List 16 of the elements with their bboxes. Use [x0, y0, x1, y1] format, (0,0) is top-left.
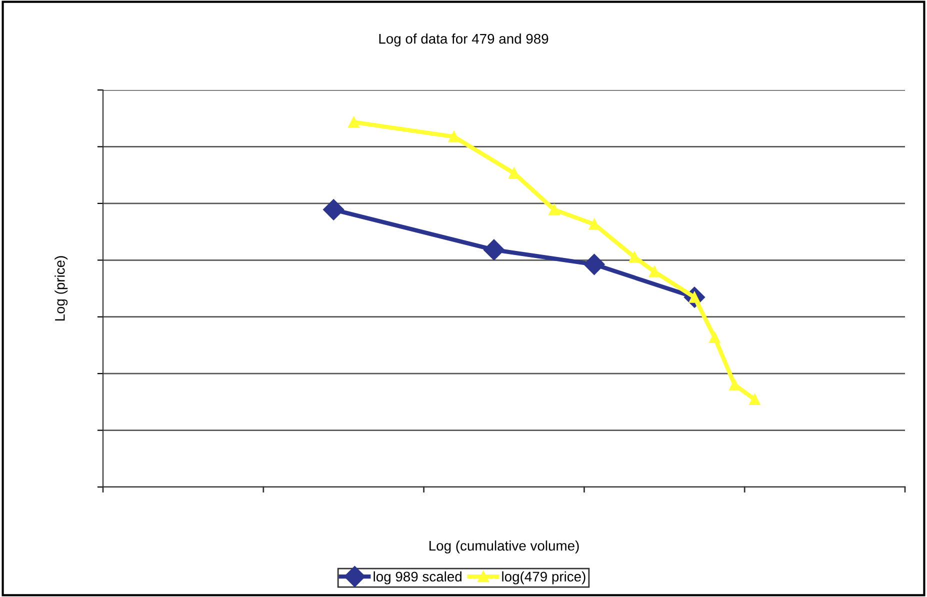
point — [584, 254, 605, 275]
legend-label: log 989 scaled — [374, 571, 462, 584]
legend-label: log(479 price) — [502, 571, 586, 584]
chart-title: Log of data for 479 and 989 — [379, 34, 548, 46]
point — [729, 379, 740, 390]
y-axis-title: Log (price) — [54, 256, 68, 321]
point — [628, 252, 640, 263]
point — [749, 394, 760, 405]
point — [348, 116, 360, 128]
point — [708, 332, 720, 343]
point — [483, 239, 504, 260]
x-axis-title: Log (cumulative volume) — [429, 540, 579, 554]
point — [448, 131, 460, 142]
point — [648, 266, 660, 278]
point — [323, 199, 344, 220]
point — [548, 204, 560, 216]
